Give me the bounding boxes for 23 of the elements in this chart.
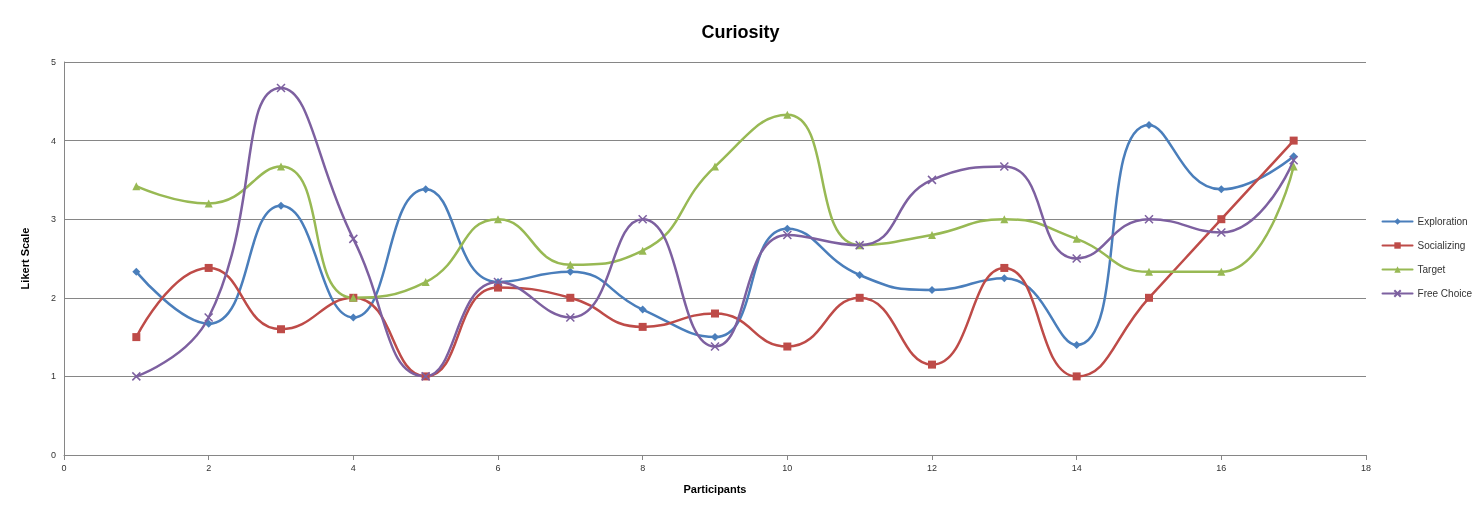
x-tick-label: 14 — [1071, 462, 1082, 473]
y-axis-title: Likert Scale — [18, 227, 31, 290]
chart-title: Curiosity — [701, 22, 780, 42]
y-tick-label: 4 — [50, 135, 56, 146]
x-tick-label: 10 — [782, 462, 793, 473]
legend-label: Free Choice — [1417, 288, 1473, 299]
x-tick-label: 2 — [206, 462, 212, 473]
x-tick-label: 4 — [350, 462, 356, 473]
x-tick-label: 18 — [1360, 462, 1372, 473]
legend-label: Exploration — [1417, 216, 1468, 227]
y-tick-label: 3 — [50, 214, 56, 225]
y-tick-label: 1 — [50, 371, 56, 382]
x-tick-label: 0 — [61, 462, 67, 473]
y-tick-label: 2 — [50, 292, 56, 303]
x-axis-title: Participants — [683, 482, 747, 495]
y-tick-label: 0 — [50, 450, 56, 460]
y-tick-label: 5 — [50, 57, 56, 67]
x-tick-label: 16 — [1216, 462, 1227, 473]
x-tick-label: 12 — [926, 462, 938, 473]
legend-label: Socializing — [1417, 240, 1466, 251]
legend-label: Target — [1417, 264, 1446, 275]
x-tick-label: 8 — [640, 462, 646, 473]
x-tick-label: 6 — [495, 462, 501, 473]
